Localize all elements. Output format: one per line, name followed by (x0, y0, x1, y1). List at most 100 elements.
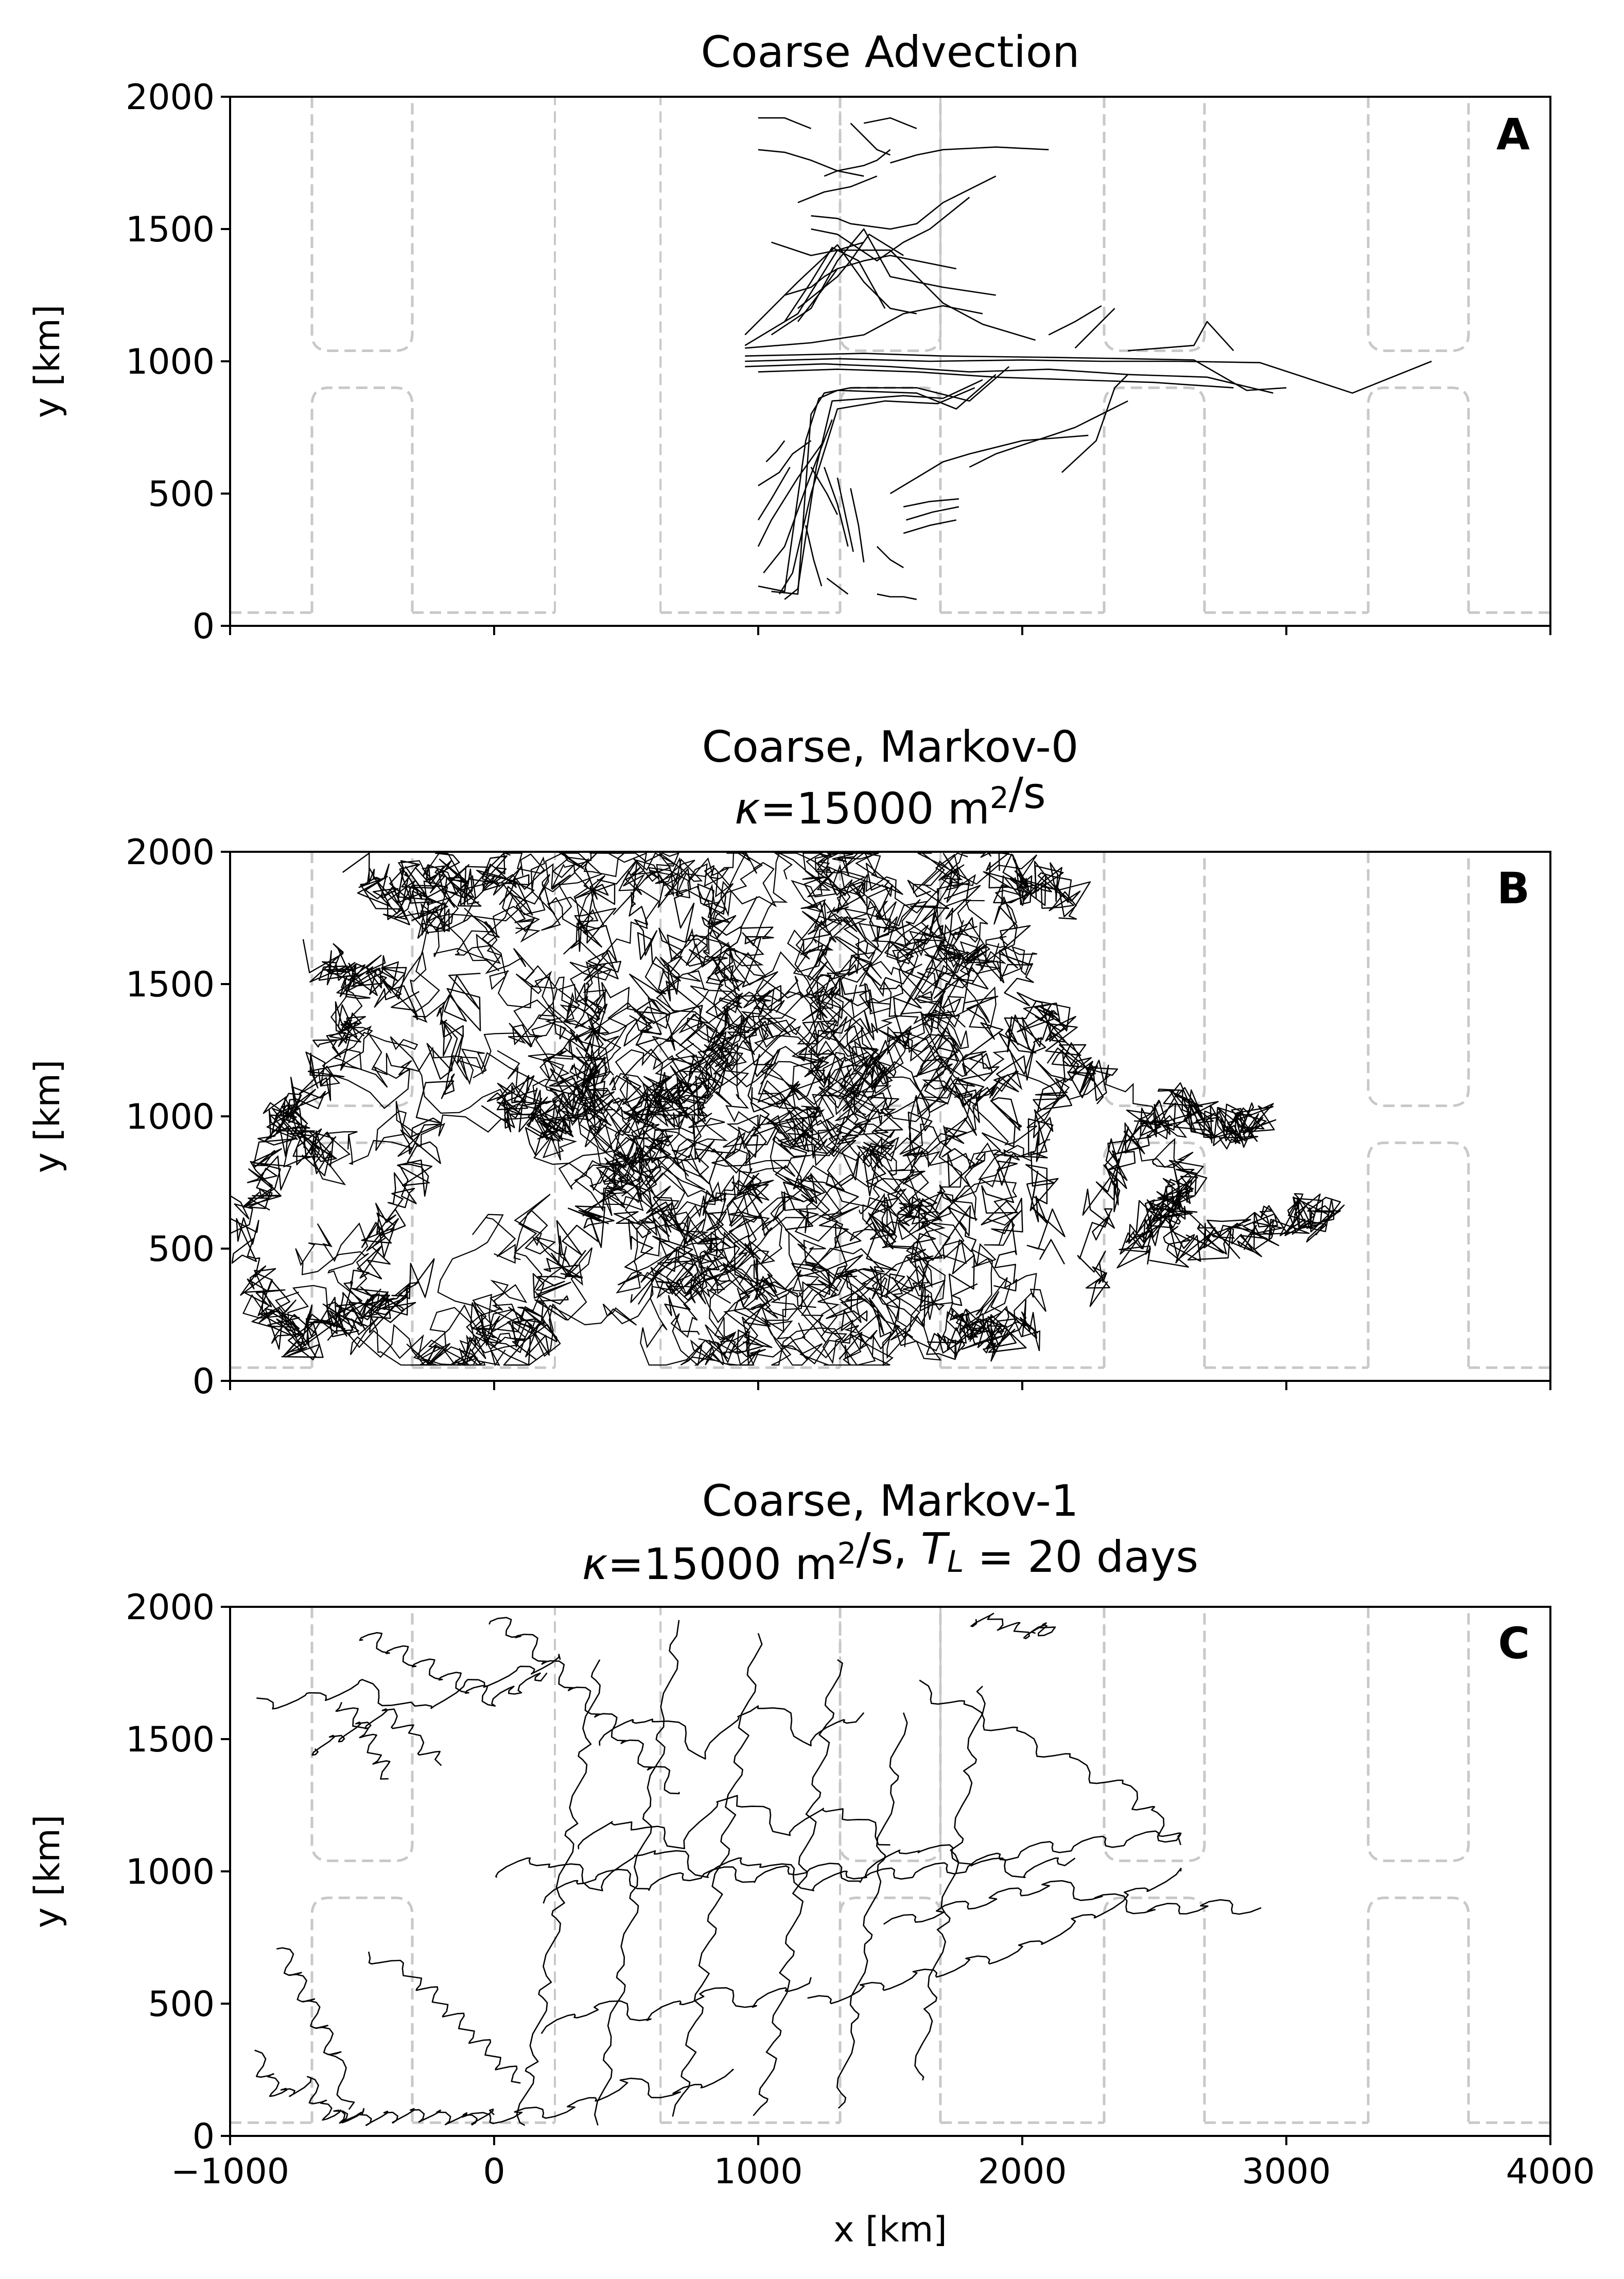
trajectory-A-10 (797, 255, 957, 322)
trajectory-B-21 (302, 939, 420, 1021)
axes-frame-A (229, 96, 1551, 627)
trajectory-A-25 (784, 379, 983, 600)
y-tick-label-B-3: 1500 (126, 965, 215, 1005)
topography-upper-1-3 (1367, 852, 1470, 1107)
topography-upper-2-2 (1103, 1607, 1206, 1862)
trajectory-C-5 (276, 1947, 355, 2110)
panel-title-A: Coarse Advection (701, 27, 1080, 77)
topography-upper-1-0 (310, 852, 414, 1107)
trajectory-A-28 (757, 440, 825, 547)
trajectory-C-13 (919, 1679, 1182, 1845)
topography-bump-2-0 (553, 1607, 662, 2123)
trajectory-B-walk-9 (471, 1194, 593, 1366)
trajectory-C-8 (368, 1951, 521, 2084)
topography-lower-1-3 (1367, 1141, 1470, 1368)
panel-title-C: Coarse, Markov-1 (702, 1476, 1079, 1526)
x-tick-label-C-2: 1000 (713, 2151, 802, 2192)
trajectory-C-11 (883, 1880, 1262, 1925)
trajectory-A-31 (765, 440, 785, 463)
trajectory-B-walk-27 (589, 1129, 710, 1197)
trajectory-A-30 (758, 440, 812, 486)
trajectory-B-22 (342, 852, 453, 936)
trajectory-A-24 (758, 374, 997, 592)
trajectory-B-walk-45 (729, 1248, 885, 1365)
trajectory-B-walk-36 (464, 907, 625, 1166)
trajectory-A-3 (758, 369, 1234, 389)
trajectory-C-4 (488, 1617, 680, 1795)
y-tick-label-C-4: 2000 (126, 1587, 215, 1628)
trajectory-A-17 (758, 149, 864, 177)
trajectory-B-walk-11 (242, 1279, 528, 1366)
trajectory-B-walk-42 (672, 1000, 791, 1104)
trajectory-B-walk-32 (822, 881, 1037, 977)
trajectory-B-walk-57 (966, 1064, 1244, 1239)
trajectory-A-6 (744, 249, 1036, 346)
trajectory-A-14 (824, 149, 891, 177)
trajectory-B-walk-62 (723, 899, 985, 1014)
trajectory-C-17 (672, 1633, 763, 2117)
trajectory-B-walk-54 (295, 1222, 533, 1365)
trajectory-B-walk-14 (770, 1119, 1000, 1240)
topography-upper-0-3 (1367, 97, 1470, 352)
trajectory-C-23 (540, 1977, 812, 2034)
trajectory-B-walk-34 (428, 1293, 547, 1366)
trajectory-A-4 (1128, 321, 1234, 352)
trajectory-A-9 (784, 247, 886, 322)
trajectory-A-22 (784, 268, 838, 296)
trajectory-A-37 (826, 577, 849, 595)
trajectory-C-19 (836, 1712, 908, 2109)
trajectory-B-walk-39 (764, 1266, 901, 1366)
y-tick-label-C-2: 1000 (126, 1852, 215, 1892)
trajectory-B-23 (425, 852, 535, 924)
trajectory-A-5 (745, 305, 983, 349)
topography-upper-0-2 (1103, 97, 1206, 352)
panel-subtitle-B: κ=15000 m2/s (735, 768, 1046, 834)
topography-lower-2-3 (1367, 1896, 1470, 2123)
trajectory-B-17 (230, 1195, 350, 1361)
trajectory-B-13 (1140, 1082, 1277, 1150)
trajectory-A-42 (903, 498, 959, 507)
panel-B: 0 500 1000 1500 2000 y [km] Coarse, Markov-0κ=… (27, 722, 1551, 1402)
trajectory-B-9 (939, 885, 1004, 1306)
trajectory-B-walk-51 (330, 984, 595, 1109)
topography-upper-2-1 (839, 1607, 942, 1862)
trajectory-A-35 (850, 488, 865, 563)
trajectory-B-walk-64 (601, 1152, 776, 1286)
trajectory-B-walk-65 (394, 852, 540, 965)
x-tick-label-C-4: 3000 (1242, 2151, 1331, 2192)
panel-subtitle-C: κ=15000 m2/s, TL = 20 days (582, 1523, 1198, 1589)
trajectory-B-walk-25 (504, 852, 660, 971)
trajectory-B-walk-28 (640, 1231, 780, 1366)
trajectory-C-6 (254, 2049, 364, 2124)
trajectory-A-27 (763, 419, 833, 574)
trajectory-C-7 (339, 2108, 495, 2126)
trajectory-A-45 (1061, 374, 1129, 473)
trajectory-B-walk-6 (613, 1085, 837, 1343)
trajectory-B-walk-24 (913, 852, 1038, 904)
trajectory-C-24 (461, 2068, 734, 2125)
trajectory-A-40 (903, 519, 957, 534)
trajectory-B-walk-0 (563, 852, 730, 925)
y-tick-label-A-4: 2000 (126, 77, 215, 118)
trajectory-A-39 (876, 546, 904, 569)
trajectory-C-16 (594, 1620, 680, 2126)
trajectory-B-walk-10 (772, 1160, 945, 1339)
x-tick-label-C-3: 2000 (977, 2151, 1067, 2192)
topography-upper-2-0 (310, 1607, 414, 1862)
trajectory-A-33 (824, 467, 849, 547)
trajectory-B-walk-46 (760, 900, 886, 1089)
trajectory-A-38 (877, 593, 917, 600)
topography-lower-0-3 (1367, 386, 1470, 613)
trajectory-B-14 (1116, 1160, 1208, 1269)
topography-upper-2-3 (1367, 1607, 1470, 1862)
trajectory-A-15 (850, 122, 890, 156)
trajectory-B-walk-63 (534, 927, 767, 1141)
trajectory-B-walk-1 (515, 883, 740, 1083)
trajectory-A-11 (797, 234, 904, 309)
trajectory-B-walk-68 (724, 1023, 834, 1154)
topography-bump-1-1 (839, 852, 941, 1368)
y-tick-label-A-0: 0 (193, 606, 215, 647)
trajectory-A-47 (1048, 305, 1102, 336)
trajectory-B-walk-23 (886, 992, 1058, 1146)
trajectory-B-walk-30 (856, 1136, 1022, 1265)
